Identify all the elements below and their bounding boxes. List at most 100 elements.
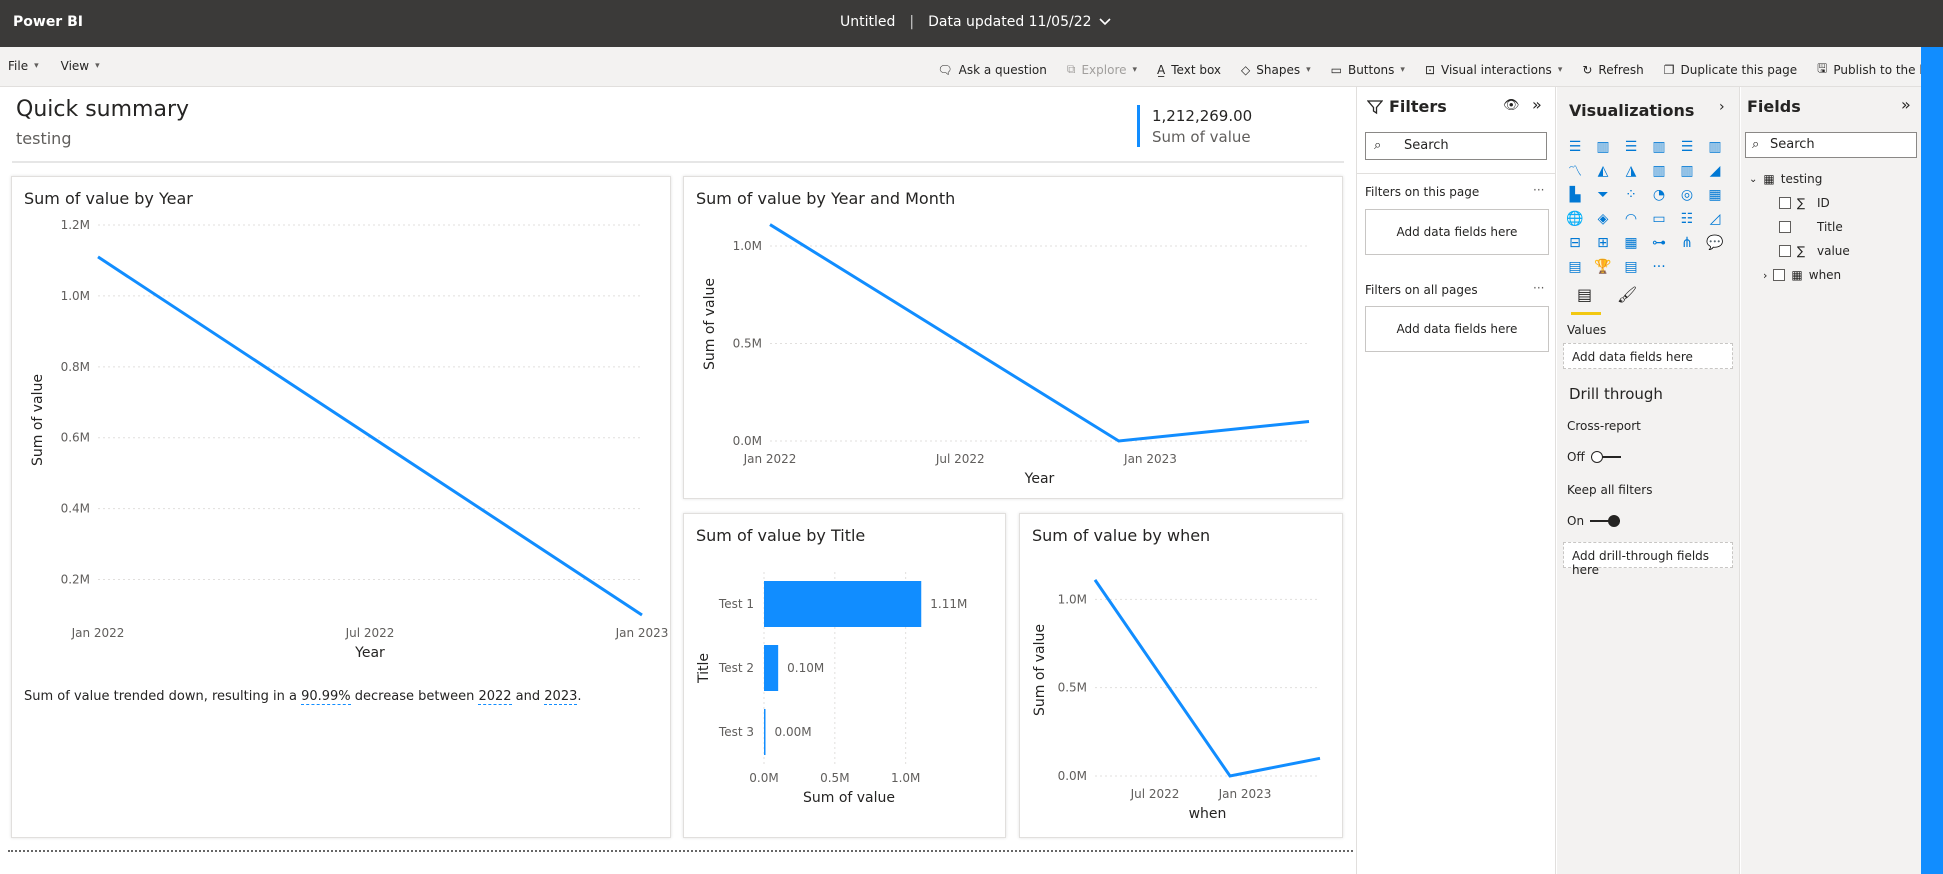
series-line bbox=[97, 255, 643, 617]
gauge-icon[interactable]: ◠ bbox=[1624, 211, 1638, 227]
collapse-pane-icon[interactable]: » bbox=[1532, 95, 1542, 114]
chart-card-by-year-month[interactable]: Sum of value by Year and Month 0.0M 0.5M 1… bbox=[683, 176, 1343, 499]
toggle-state: Off bbox=[1567, 450, 1585, 464]
ask-question-button[interactable]: 🗨 Ask a question bbox=[937, 59, 1046, 80]
kpi-icon[interactable]: ◿ bbox=[1709, 211, 1721, 227]
eye-icon[interactable]: 👁 bbox=[1503, 98, 1520, 113]
values-dropzone[interactable]: Add data fields here bbox=[1563, 343, 1733, 369]
matrix-icon[interactable]: ▦ bbox=[1624, 235, 1638, 251]
filters-all-dropzone[interactable]: Add data fields here bbox=[1365, 306, 1549, 352]
chart-card-by-when[interactable]: Sum of value by when 0.0M 0.5M 1.0M Jul 202… bbox=[1019, 513, 1343, 838]
paint-roller-icon[interactable]: 🖌 bbox=[1617, 285, 1638, 304]
filters-search-input[interactable]: ⌕ Search bbox=[1365, 132, 1547, 160]
more-options-icon[interactable]: ··· bbox=[1533, 281, 1545, 295]
funnel-icon[interactable]: ⏷ bbox=[1597, 187, 1609, 203]
more-options-icon[interactable]: ··· bbox=[1533, 183, 1545, 197]
chevron-right-icon[interactable]: › bbox=[1719, 99, 1725, 115]
filters-page-dropzone[interactable]: Add data fields here bbox=[1365, 209, 1549, 255]
field-checkbox[interactable] bbox=[1773, 269, 1786, 281]
field-item-when[interactable]: › ▦ when bbox=[1763, 268, 1841, 282]
field-checkbox[interactable] bbox=[1779, 245, 1791, 257]
page-title: Quick summary bbox=[16, 97, 190, 122]
multi-row-card-icon[interactable]: ☷ bbox=[1680, 211, 1694, 227]
collapse-pane-icon[interactable]: » bbox=[1901, 95, 1911, 114]
chart-card-by-year[interactable]: Sum of value by Year 0.2M 0.4M 0.6M 0.8M 1.0… bbox=[11, 176, 671, 838]
text-box-button[interactable]: A̲ Text box bbox=[1157, 59, 1221, 80]
donut-chart-icon[interactable]: ◎ bbox=[1680, 187, 1694, 203]
line-clustered-column-icon[interactable]: ▥ bbox=[1680, 163, 1694, 179]
line-column-icon[interactable]: ▥ bbox=[1652, 163, 1666, 179]
line-chart-icon[interactable]: 〽 bbox=[1568, 164, 1582, 180]
stacked-column-100-icon[interactable]: ▥ bbox=[1708, 139, 1722, 155]
more-visuals-icon[interactable]: ··· bbox=[1652, 259, 1666, 275]
insight-text: decrease between bbox=[350, 689, 479, 704]
fields-tab-icon[interactable]: ▤ bbox=[1577, 285, 1593, 304]
buttons-button[interactable]: ▭ Buttons ▾ bbox=[1331, 59, 1405, 80]
search-placeholder: Search bbox=[1770, 137, 1815, 152]
visual-interactions-icon: ⊡ bbox=[1424, 62, 1436, 77]
stacked-area-icon[interactable]: ◮ bbox=[1625, 163, 1637, 179]
field-item[interactable]: ∑ ID bbox=[1779, 196, 1830, 210]
qa-icon[interactable]: 💬 bbox=[1706, 235, 1724, 251]
toolbar: File ▾ View ▾ 🗨 Ask a question ⧉ Explore ▾ A̲… bbox=[0, 47, 1943, 87]
publish-button[interactable]: 🖫 Publish to the list bbox=[1817, 59, 1937, 80]
card-icon[interactable]: ▭ bbox=[1652, 211, 1666, 227]
visual-interactions-button[interactable]: ⊡ Visual interactions ▾ bbox=[1425, 59, 1562, 80]
chevron-down-icon: ▾ bbox=[1400, 64, 1405, 75]
page-subtitle: testing bbox=[16, 129, 72, 148]
pie-chart-icon[interactable]: ◔ bbox=[1652, 187, 1666, 203]
file-menu[interactable]: File ▾ bbox=[8, 59, 39, 73]
table-node-testing[interactable]: ⌄ ▦ testing bbox=[1749, 172, 1822, 186]
y-axis-title: Title bbox=[696, 653, 712, 684]
shapes-button[interactable]: ◇ Shapes ▾ bbox=[1241, 59, 1311, 80]
cross-report-toggle[interactable]: Off bbox=[1567, 450, 1621, 464]
trophy-icon[interactable]: 🏆 bbox=[1594, 259, 1612, 275]
field-name: when bbox=[1808, 268, 1842, 282]
chart-title: Sum of value by Title bbox=[696, 526, 866, 545]
duplicate-page-button[interactable]: ❐ Duplicate this page bbox=[1664, 59, 1797, 80]
field-item[interactable]: Title bbox=[1779, 220, 1843, 234]
decomposition-tree-icon[interactable]: ⋔ bbox=[1681, 235, 1693, 251]
key-influencers-icon[interactable]: ⊶ bbox=[1652, 235, 1666, 251]
x-tick-label: Jan 2023 bbox=[1218, 787, 1272, 801]
x-tick-label: Jan 2022 bbox=[743, 452, 797, 466]
y-tick-label: 0.2M bbox=[61, 573, 90, 587]
stacked-column-icon[interactable]: ▥ bbox=[1596, 139, 1610, 155]
scatter-icon[interactable]: ⁘ bbox=[1625, 187, 1637, 203]
map-icon[interactable]: 🌐 bbox=[1566, 211, 1584, 227]
table-icon[interactable]: ⊞ bbox=[1597, 235, 1609, 251]
field-checkbox[interactable] bbox=[1779, 197, 1791, 209]
stacked-bar-icon[interactable]: ☰ bbox=[1568, 139, 1582, 155]
insight-year: 2023 bbox=[544, 689, 578, 705]
text-box-label: Text box bbox=[1171, 62, 1222, 77]
ask-label: Ask a question bbox=[958, 62, 1047, 77]
smart-narrative-icon[interactable]: ▤ bbox=[1624, 259, 1638, 275]
explore-button[interactable]: ⧉ Explore ▾ bbox=[1067, 59, 1137, 80]
app-name: Power BI bbox=[13, 14, 83, 30]
waterfall-icon[interactable]: ▙ bbox=[1569, 187, 1581, 203]
filled-map-icon[interactable]: ◈ bbox=[1597, 211, 1609, 227]
field-checkbox[interactable] bbox=[1779, 221, 1791, 233]
stacked-bar-100-icon[interactable]: ☰ bbox=[1680, 139, 1694, 155]
slicer-icon[interactable]: ⊟ bbox=[1569, 235, 1581, 251]
clustered-bar-icon[interactable]: ☰ bbox=[1624, 139, 1638, 155]
ribbon-chart-icon[interactable]: ◢ bbox=[1709, 163, 1721, 179]
paginated-report-icon[interactable]: ▤ bbox=[1568, 259, 1582, 275]
fields-search-input[interactable]: ⌕ Search bbox=[1745, 132, 1917, 158]
drill-through-dropzone[interactable]: Add drill-through fields here bbox=[1563, 542, 1733, 577]
x-axis-title: Year bbox=[354, 645, 385, 657]
keep-filters-toggle[interactable]: On bbox=[1567, 514, 1621, 528]
toggle-knob bbox=[1608, 515, 1621, 527]
x-tick-label: 0.0M bbox=[749, 771, 778, 785]
clustered-column-icon[interactable]: ▥ bbox=[1652, 139, 1666, 155]
area-chart-icon[interactable]: ◭ bbox=[1597, 163, 1609, 179]
treemap-icon[interactable]: ▦ bbox=[1708, 187, 1722, 203]
x-tick-label: 1.0M bbox=[891, 771, 920, 785]
view-menu[interactable]: View ▾ bbox=[61, 59, 100, 73]
report-title-dropdown[interactable]: Untitled | Data updated 11/05/22 bbox=[840, 14, 1112, 30]
chart-card-by-title[interactable]: Sum of value by Title 0.0M 0.5M 1.0M Test 1… bbox=[683, 513, 1006, 838]
field-item[interactable]: ∑ value bbox=[1779, 244, 1850, 258]
page-boundary bbox=[8, 850, 1353, 852]
fields-pane: Fields » ⌕ Search ⌄ ▦ testing ∑ ID Title … bbox=[1741, 87, 1921, 874]
refresh-button[interactable]: ↻ Refresh bbox=[1582, 59, 1643, 80]
